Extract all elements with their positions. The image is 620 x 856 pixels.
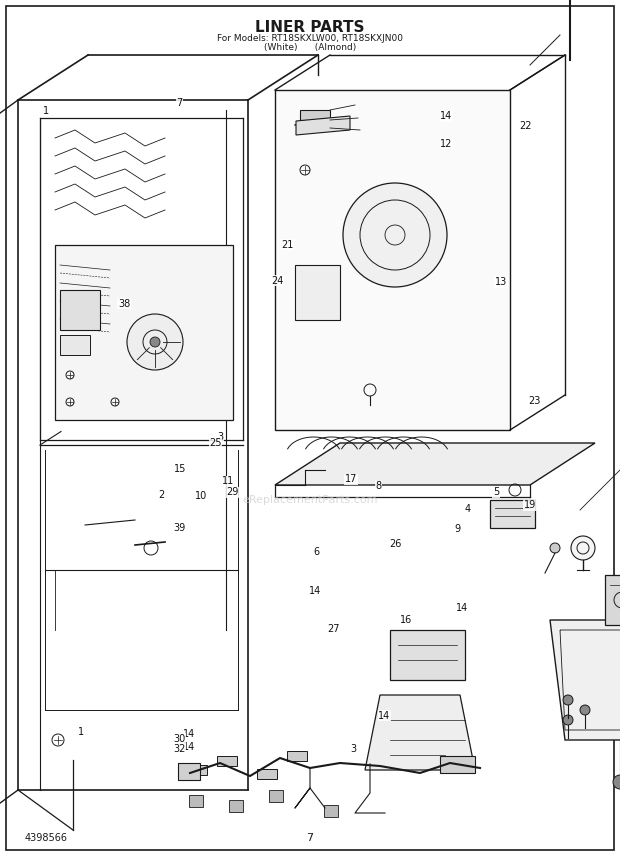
Text: 3: 3 — [350, 744, 356, 754]
Text: 29: 29 — [226, 487, 239, 497]
Text: LINER PARTS: LINER PARTS — [255, 20, 365, 35]
Polygon shape — [187, 765, 207, 775]
Text: 6: 6 — [313, 547, 319, 557]
Circle shape — [563, 715, 573, 725]
Text: 21: 21 — [281, 240, 293, 250]
Circle shape — [571, 536, 595, 560]
Text: 8: 8 — [375, 481, 381, 491]
Text: 14: 14 — [456, 603, 468, 613]
Circle shape — [550, 543, 560, 553]
Polygon shape — [275, 443, 595, 485]
Polygon shape — [229, 800, 243, 812]
Polygon shape — [217, 756, 237, 766]
Text: 23: 23 — [528, 395, 541, 406]
Circle shape — [343, 183, 447, 287]
Text: 3: 3 — [217, 431, 223, 442]
Text: 30: 30 — [174, 734, 186, 744]
Text: 38: 38 — [118, 299, 130, 309]
Text: 4398566: 4398566 — [25, 833, 68, 843]
Text: 32: 32 — [174, 744, 186, 754]
Circle shape — [127, 314, 183, 370]
Circle shape — [563, 695, 573, 705]
Text: 13: 13 — [495, 277, 507, 288]
Polygon shape — [60, 290, 100, 330]
Text: 1: 1 — [43, 106, 50, 116]
Polygon shape — [550, 620, 620, 740]
Polygon shape — [490, 500, 535, 528]
Circle shape — [150, 337, 160, 347]
Text: 5: 5 — [493, 487, 499, 497]
Text: 9: 9 — [454, 524, 461, 534]
Text: 14: 14 — [183, 728, 195, 739]
Text: 22: 22 — [520, 121, 532, 131]
Text: 39: 39 — [174, 523, 186, 533]
Polygon shape — [257, 769, 277, 779]
Polygon shape — [365, 695, 475, 770]
Text: 16: 16 — [400, 615, 412, 625]
Polygon shape — [390, 630, 465, 680]
Text: 4: 4 — [465, 504, 471, 514]
Polygon shape — [295, 265, 340, 320]
Text: 14: 14 — [440, 111, 453, 122]
Text: 1: 1 — [78, 727, 84, 737]
Text: 14: 14 — [378, 710, 391, 721]
Polygon shape — [324, 805, 338, 817]
Text: 26: 26 — [389, 539, 402, 550]
Text: eReplacementParts.com: eReplacementParts.com — [242, 495, 378, 505]
Polygon shape — [55, 245, 233, 420]
Polygon shape — [287, 751, 307, 761]
Polygon shape — [189, 795, 203, 807]
Text: 7: 7 — [177, 98, 183, 108]
Text: 27: 27 — [327, 624, 340, 634]
Polygon shape — [605, 575, 620, 625]
Polygon shape — [296, 116, 350, 135]
Text: 15: 15 — [174, 464, 186, 474]
Text: 7: 7 — [306, 833, 314, 843]
Circle shape — [613, 775, 620, 789]
Text: 25: 25 — [210, 438, 222, 449]
Text: 17: 17 — [345, 474, 357, 484]
Text: 12: 12 — [440, 139, 453, 149]
Text: 19: 19 — [524, 500, 536, 510]
Text: 24: 24 — [271, 276, 283, 286]
Circle shape — [580, 705, 590, 715]
Polygon shape — [440, 756, 475, 773]
Polygon shape — [60, 335, 90, 355]
Text: 11: 11 — [222, 476, 234, 486]
Text: For Models: RT18SKXLW00, RT18SKXJN00: For Models: RT18SKXLW00, RT18SKXJN00 — [217, 34, 403, 43]
Text: 10: 10 — [195, 491, 208, 502]
Polygon shape — [269, 790, 283, 802]
Text: 14: 14 — [309, 586, 321, 596]
Text: 14: 14 — [183, 742, 195, 752]
Polygon shape — [300, 110, 330, 120]
Text: 2: 2 — [158, 490, 164, 500]
Text: (White)      (Almond): (White) (Almond) — [264, 43, 356, 52]
Polygon shape — [178, 763, 200, 780]
Polygon shape — [275, 90, 510, 430]
